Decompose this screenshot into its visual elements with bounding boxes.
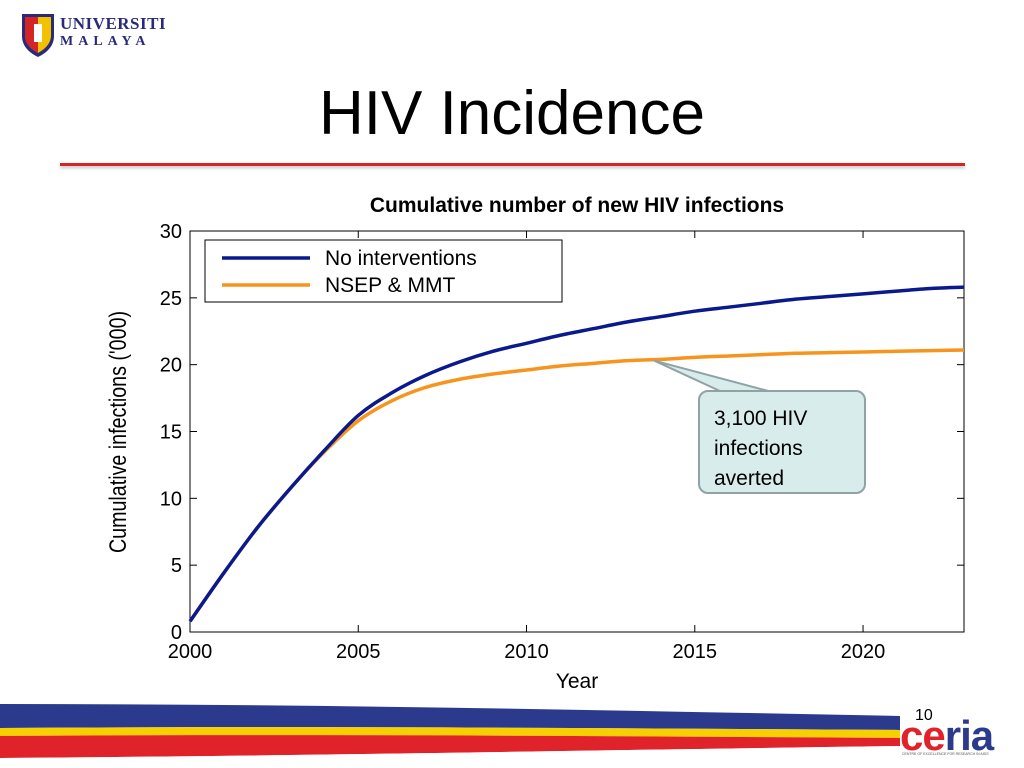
annotation-callout: 3,100 HIV infections averted xyxy=(698,390,866,494)
x-tick-label: 2020 xyxy=(841,641,886,663)
x-tick-label: 2010 xyxy=(504,641,549,663)
legend-label-no-interventions: No interventions xyxy=(325,247,477,270)
callout-line-2: infections xyxy=(714,437,803,460)
legend-box xyxy=(204,239,563,303)
university-name-line1: UNIVERSITI xyxy=(60,14,167,33)
footer-band xyxy=(0,704,900,768)
y-tick-label: 20 xyxy=(160,355,182,377)
slide-title: HIV Incidence xyxy=(319,79,705,148)
legend-label-nsep-mmt: NSEP & MMT xyxy=(325,274,455,297)
y-tick-label: 25 xyxy=(160,288,182,310)
ceria-wordmark: ceria xyxy=(900,712,994,759)
ceria-tagline: CENTRE OF EXCELLENCE FOR RESEARCH IN AID… xyxy=(902,752,989,756)
x-tick-label: 2005 xyxy=(336,641,381,663)
series-line-no-interventions xyxy=(188,285,965,623)
x-tick-label: 2015 xyxy=(673,641,718,663)
annotation-pointer xyxy=(653,359,773,393)
y-tick-label: 0 xyxy=(171,622,182,644)
page-number: 10 xyxy=(915,707,933,724)
axis-ticks: 2000 2005 2010 2015 2020 0 5 10 15 20 25 30 xyxy=(160,221,964,663)
y-tick-label: 15 xyxy=(160,422,182,444)
university-logo: UNIVERSITI MALAYA xyxy=(20,12,167,62)
ceria-logo: ceria CENTRE OF EXCELLENCE FOR RESEARCH … xyxy=(900,712,1006,764)
callout-line-3: averted xyxy=(714,467,785,490)
callout-pointer xyxy=(653,359,773,393)
title-divider xyxy=(60,163,965,166)
chart-title: Cumulative number of new HIV infections xyxy=(370,194,784,217)
x-tick-label: 2000 xyxy=(168,641,213,663)
y-tick-label: 5 xyxy=(171,555,182,577)
legend: No interventions NSEP & MMT xyxy=(204,239,563,303)
y-tick-label: 30 xyxy=(160,221,182,243)
line-chart: Cumulative number of new HIV infections … xyxy=(104,194,965,693)
y-tick-label: 10 xyxy=(160,488,182,510)
x-axis-label: Year xyxy=(556,670,598,693)
university-crest-icon xyxy=(22,14,54,57)
callout-line-1: 3,100 HIV xyxy=(714,407,808,430)
series-lines xyxy=(188,285,965,623)
university-name-line2: MALAYA xyxy=(60,34,151,49)
y-axis-label: Cumulative infections ('000) xyxy=(104,311,131,553)
